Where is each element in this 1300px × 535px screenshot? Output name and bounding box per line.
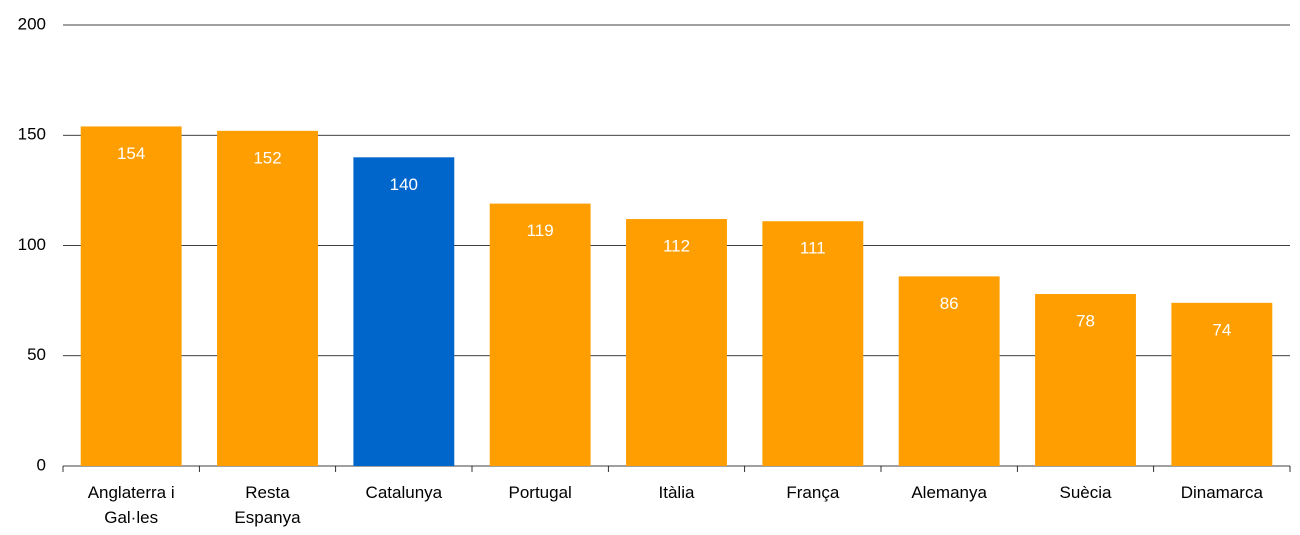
value-label: 78 [1076,311,1095,330]
value-label: 112 [663,237,690,256]
bar [898,276,1000,466]
value-label: 111 [800,239,826,258]
bar [626,219,727,466]
value-label: 152 [253,148,281,167]
x-tick-label: Resta Espanya [234,483,301,527]
x-tick-label: Portugal [508,483,572,502]
value-label: 154 [117,144,145,163]
bar [489,203,591,467]
value-label: 140 [390,175,418,194]
y-tick-label: 150 [18,125,46,144]
value-label: 86 [940,294,959,313]
x-tick-label: Catalunya [365,483,443,502]
value-label: 74 [1212,320,1231,339]
x-tick-label: Anglaterra i Gal·les [87,483,175,527]
y-tick-label: 50 [27,345,46,364]
x-tick-label: Itàlia [658,483,695,502]
bar [762,221,864,466]
bar [353,157,455,467]
bar [80,126,182,467]
x-tick-label: Dinamarca [1180,483,1263,502]
x-tick-label: França [786,483,840,502]
y-tick-label: 0 [37,455,46,474]
value-label: 119 [527,221,554,240]
bar [217,130,318,466]
bar [1035,294,1136,466]
x-tick-label: Alemanya [911,483,987,502]
y-tick-label: 200 [18,14,46,33]
bar [1171,302,1273,466]
y-tick-label: 100 [18,235,46,254]
x-tick-label: Suècia [1059,483,1112,502]
